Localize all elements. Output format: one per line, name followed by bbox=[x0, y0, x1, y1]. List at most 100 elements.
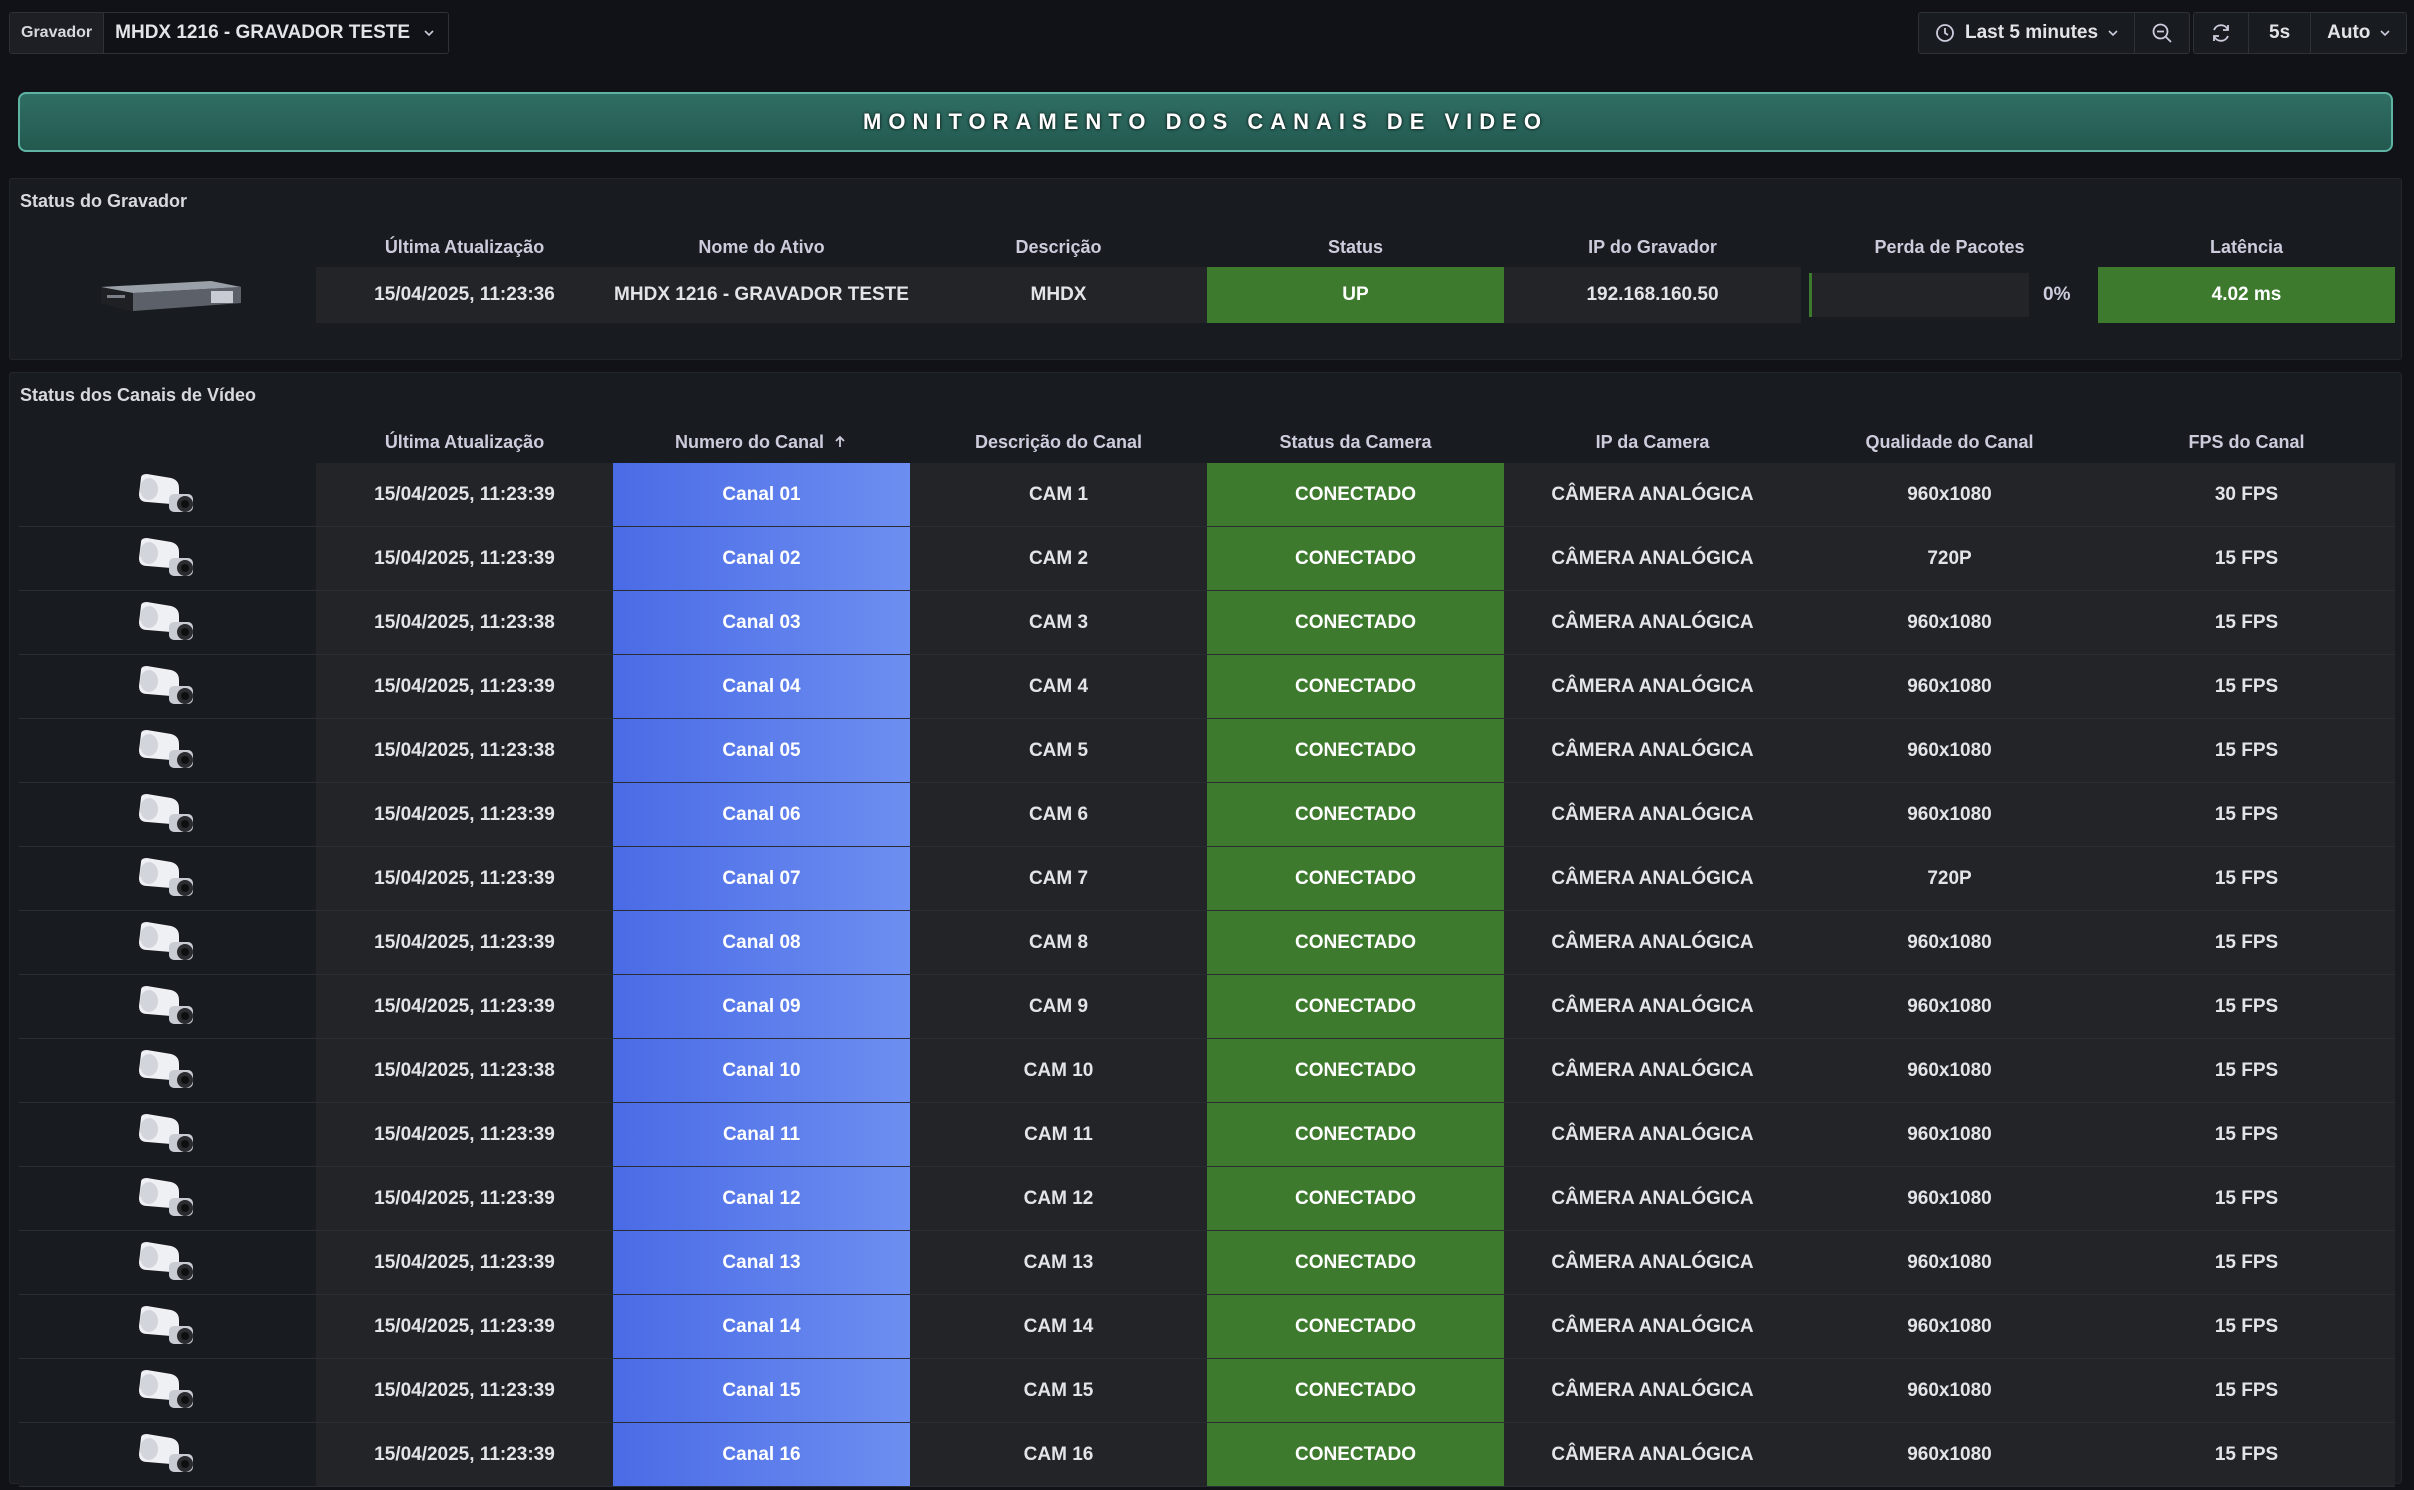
camera-image-cell bbox=[19, 1167, 316, 1230]
channel-description: CAM 1 bbox=[910, 463, 1207, 526]
channels-table-header: Última Atualização Numero do Canal Descr… bbox=[316, 422, 2395, 462]
column-header[interactable]: Descrição bbox=[1015, 236, 1102, 257]
channel-fps: 15 FPS bbox=[2098, 911, 2395, 974]
channel-quality: 960x1080 bbox=[1801, 719, 2098, 782]
channel-fps: 15 FPS bbox=[2098, 1039, 2395, 1102]
table-row: 15/04/2025, 11:23:39 Canal 13 CAM 13 CON… bbox=[19, 1231, 2395, 1295]
camera-image-cell bbox=[19, 655, 316, 718]
channel-description: CAM 14 bbox=[910, 1295, 1207, 1358]
column-header[interactable]: Nome do Ativo bbox=[698, 236, 825, 257]
camera-ip: CÂMERA ANALÓGICA bbox=[1504, 591, 1801, 654]
column-header[interactable]: IP da Camera bbox=[1595, 431, 1710, 452]
camera-status-badge: CONECTADO bbox=[1207, 655, 1504, 718]
column-header[interactable]: Perda de Pacotes bbox=[1874, 236, 2025, 257]
camera-image-cell bbox=[19, 1231, 316, 1294]
channel-quality: 720P bbox=[1801, 527, 2098, 590]
recorder-name: MHDX 1216 - GRAVADOR TESTE bbox=[613, 267, 910, 323]
chevron-down-icon bbox=[2380, 30, 2390, 37]
camera-status-badge: CONECTADO bbox=[1207, 975, 1504, 1038]
refresh-button[interactable] bbox=[2194, 13, 2249, 53]
column-header[interactable]: Status da Camera bbox=[1279, 431, 1432, 452]
refresh-controls: 5s Auto bbox=[2193, 12, 2408, 54]
channel-number: Canal 04 bbox=[613, 655, 910, 718]
channel-updated: 15/04/2025, 11:23:39 bbox=[316, 1231, 613, 1294]
bullet-camera-icon bbox=[138, 1177, 193, 1216]
table-row: 15/04/2025, 11:23:39 Canal 08 CAM 8 CONE… bbox=[19, 911, 2395, 975]
camera-ip: CÂMERA ANALÓGICA bbox=[1504, 527, 1801, 590]
channel-quality: 960x1080 bbox=[1801, 463, 2098, 526]
dashboard-toolbar: Gravador MHDX 1216 - GRAVADOR TESTE Last… bbox=[0, 0, 2414, 66]
channel-fps: 15 FPS bbox=[2098, 655, 2395, 718]
channel-number: Canal 13 bbox=[613, 1231, 910, 1294]
camera-ip: CÂMERA ANALÓGICA bbox=[1504, 783, 1801, 846]
variable-picker: Gravador MHDX 1216 - GRAVADOR TESTE bbox=[9, 12, 450, 54]
column-header[interactable]: Última Atualização bbox=[384, 236, 545, 257]
channel-description: CAM 6 bbox=[910, 783, 1207, 846]
zoom-out-button[interactable] bbox=[2135, 13, 2189, 53]
camera-ip: CÂMERA ANALÓGICA bbox=[1504, 1359, 1801, 1422]
column-header[interactable]: Qualidade do Canal bbox=[1865, 431, 2034, 452]
time-range-label: Last 5 minutes bbox=[1965, 22, 2099, 43]
camera-status-badge: CONECTADO bbox=[1207, 783, 1504, 846]
channel-quality: 960x1080 bbox=[1801, 1359, 2098, 1422]
auto-refresh-picker[interactable]: Auto bbox=[2311, 13, 2406, 53]
packet-loss-bar bbox=[1809, 273, 2029, 317]
recorder-ip: 192.168.160.50 bbox=[1504, 267, 1801, 323]
channel-description: CAM 15 bbox=[910, 1359, 1207, 1422]
bullet-camera-icon bbox=[138, 665, 193, 704]
column-header-sorted[interactable]: Numero do Canal bbox=[613, 422, 910, 462]
channel-number: Canal 01 bbox=[613, 463, 910, 526]
channel-number: Canal 07 bbox=[613, 847, 910, 910]
bullet-camera-icon bbox=[138, 857, 193, 896]
camera-ip: CÂMERA ANALÓGICA bbox=[1504, 1231, 1801, 1294]
table-row: 15/04/2025, 11:23:39 Canal 11 CAM 11 CON… bbox=[19, 1103, 2395, 1167]
column-header[interactable]: Latência bbox=[2209, 236, 2284, 257]
channel-quality: 960x1080 bbox=[1801, 1167, 2098, 1230]
channel-updated: 15/04/2025, 11:23:38 bbox=[316, 719, 613, 782]
channel-quality: 960x1080 bbox=[1801, 1231, 2098, 1294]
recorder-table-header: Última Atualização Nome do Ativo Descriç… bbox=[316, 227, 2395, 267]
channel-number: Canal 14 bbox=[613, 1295, 910, 1358]
camera-image-cell bbox=[19, 527, 316, 590]
table-row: 15/04/2025, 11:23:38 Canal 05 CAM 5 CONE… bbox=[19, 719, 2395, 783]
channel-number: Canal 05 bbox=[613, 719, 910, 782]
camera-image-cell bbox=[19, 1359, 316, 1422]
variable-select[interactable]: MHDX 1216 - GRAVADOR TESTE bbox=[104, 13, 449, 53]
camera-status-badge: CONECTADO bbox=[1207, 719, 1504, 782]
time-range-picker[interactable]: Last 5 minutes bbox=[1919, 13, 2136, 53]
column-header[interactable]: IP do Gravador bbox=[1588, 236, 1717, 257]
channel-number: Canal 11 bbox=[613, 1103, 910, 1166]
channel-number: Canal 10 bbox=[613, 1039, 910, 1102]
camera-status-badge: CONECTADO bbox=[1207, 463, 1504, 526]
camera-status-badge: CONECTADO bbox=[1207, 911, 1504, 974]
bullet-camera-icon bbox=[138, 537, 193, 576]
variable-label: Gravador bbox=[10, 13, 105, 53]
camera-image-cell bbox=[19, 975, 316, 1038]
table-row: 15/04/2025, 11:23:39 Canal 12 CAM 12 CON… bbox=[19, 1167, 2395, 1231]
camera-ip: CÂMERA ANALÓGICA bbox=[1504, 463, 1801, 526]
column-header[interactable]: Status bbox=[1327, 236, 1383, 257]
table-row: 15/04/2025, 11:23:38 Canal 03 CAM 3 CONE… bbox=[19, 591, 2395, 655]
camera-ip: CÂMERA ANALÓGICA bbox=[1504, 1167, 1801, 1230]
recorder-description: MHDX bbox=[910, 267, 1207, 323]
column-header[interactable]: Última Atualização bbox=[384, 431, 545, 452]
camera-ip: CÂMERA ANALÓGICA bbox=[1504, 1295, 1801, 1358]
channel-quality: 720P bbox=[1801, 847, 2098, 910]
bullet-camera-icon bbox=[138, 1369, 193, 1408]
column-header[interactable]: FPS do Canal bbox=[2188, 431, 2305, 452]
column-header[interactable]: Descrição do Canal bbox=[974, 431, 1143, 452]
refresh-interval[interactable]: 5s bbox=[2249, 13, 2312, 53]
channel-fps: 15 FPS bbox=[2098, 719, 2395, 782]
channel-quality: 960x1080 bbox=[1801, 1295, 2098, 1358]
camera-image-cell bbox=[19, 911, 316, 974]
channel-updated: 15/04/2025, 11:23:39 bbox=[316, 1295, 613, 1358]
nvr-device-icon bbox=[100, 281, 241, 311]
channel-updated: 15/04/2025, 11:23:38 bbox=[316, 591, 613, 654]
channel-description: CAM 11 bbox=[910, 1103, 1207, 1166]
channel-description: CAM 13 bbox=[910, 1231, 1207, 1294]
column-header-label: Numero do Canal bbox=[674, 431, 825, 452]
bullet-camera-icon bbox=[138, 729, 193, 768]
channel-quality: 960x1080 bbox=[1801, 591, 2098, 654]
channel-fps: 15 FPS bbox=[2098, 527, 2395, 590]
channel-updated: 15/04/2025, 11:23:39 bbox=[316, 463, 613, 526]
